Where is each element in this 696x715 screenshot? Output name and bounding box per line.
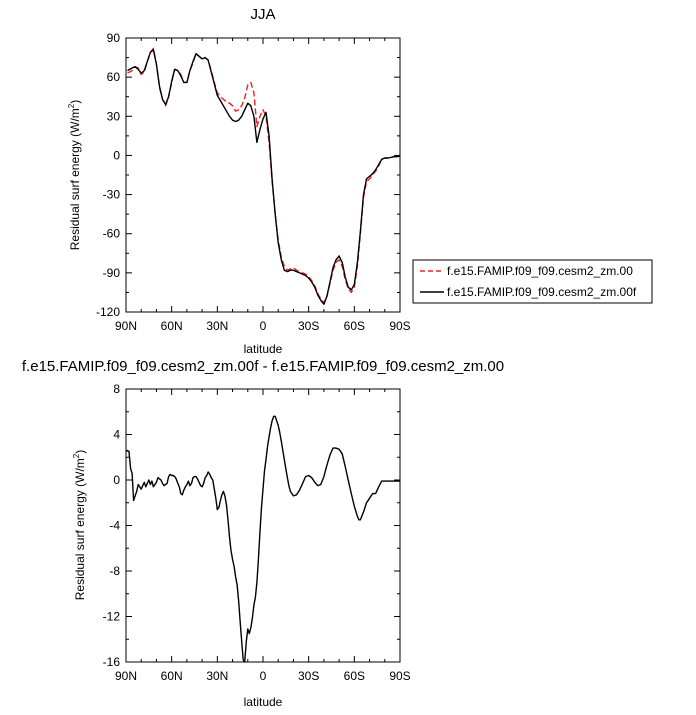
bottom-chart-series: [125, 415, 400, 663]
bottom-chart-ylabel: Residual surf energy (W/m2): [72, 450, 87, 601]
bottom-chart-ylabel-superscript: 2: [72, 453, 81, 458]
bottom-chart-xtick-label: 60N: [161, 669, 183, 683]
bottom-chart-ylabel-tail: ): [73, 450, 87, 454]
bottom-chart-xtick-label: 60S: [344, 669, 365, 683]
top-chart-xtick-label: 90S: [389, 319, 410, 333]
top-chart-title: JJA: [250, 6, 275, 23]
top-chart-xtick-label: 0: [260, 319, 267, 333]
top-chart-xlabel: latitude: [244, 342, 283, 356]
bottom-chart-series-line-1: [125, 415, 400, 663]
top-chart-ytick-label: 60: [107, 70, 121, 84]
bottom-chart-xtick-label: 90S: [389, 669, 410, 683]
top-chart-series: [127, 47, 401, 305]
top-chart-plot-frame: [125, 37, 401, 313]
legend-label-series-1: f.e15.FAMIP.f09_f09.cesm2_zm.00: [447, 264, 633, 278]
bottom-chart-ytick-label: -12: [103, 610, 121, 624]
bottom-chart-ytick-label: -8: [109, 564, 120, 578]
top-chart-ylabel-tail: ): [68, 100, 82, 104]
top-chart-xtick-label: 60S: [344, 319, 365, 333]
top-chart-series-line-1: [127, 47, 401, 304]
top-chart-ylabel-superscript: 2: [67, 103, 76, 108]
bottom-chart-ytick-label: -16: [103, 655, 121, 669]
top-chart-xtick-label: 90N: [115, 319, 137, 333]
bottom-chart-xtick-label: 90N: [115, 669, 137, 683]
top-chart: JJA 90N 60N 30N 0 30S 60S 90S -120 -90 -60 -30 0 30 6…: [67, 6, 653, 356]
bottom-chart-title: f.e15.FAMIP.f09_f09.cesm2_zm.00f - f.e15…: [22, 358, 504, 375]
top-chart-xtick-label: 60N: [161, 319, 183, 333]
top-chart-ylabel-main: Residual surf energy (W/m: [68, 108, 82, 250]
bottom-chart-xtick-label: 30N: [206, 669, 228, 683]
bottom-chart-xtick-label: 0: [260, 669, 267, 683]
bottom-chart-ytick-label: 8: [113, 382, 120, 396]
top-chart-ylabel: Residual surf energy (W/m2): [67, 100, 82, 251]
bottom-chart-ytick-label: 4: [113, 428, 120, 442]
top-chart-xtick-label: 30S: [298, 319, 319, 333]
bottom-chart-ticks: 90N 60N 30N 0 30S 60S 90S -16 -12 -8 -4 0 4 8: [103, 382, 411, 683]
top-chart-ytick-label: 30: [107, 109, 121, 123]
top-chart-series-line-2: [127, 49, 401, 305]
top-chart-legend: f.e15.FAMIP.f09_f09.cesm2_zm.00 f.e15.FA…: [412, 259, 653, 304]
legend-box: [412, 259, 653, 304]
bottom-chart-xlabel: latitude: [244, 695, 283, 709]
top-chart-ticks: 90N 60N 30N 0 30S 60S 90S -120 -90 -60 -30 0 30 60 90: [96, 31, 411, 333]
bottom-chart: f.e15.FAMIP.f09_f09.cesm2_zm.00f - f.e15…: [22, 358, 504, 709]
top-chart-ytick-label: 0: [113, 148, 120, 162]
top-chart-ytick-label: -30: [103, 188, 121, 202]
bottom-chart-plot-frame: [125, 388, 401, 663]
top-chart-ytick-label: 90: [107, 31, 121, 45]
top-chart-ytick-label: -120: [96, 305, 120, 319]
top-chart-ytick-label: -60: [103, 227, 121, 241]
bottom-chart-ylabel-main: Residual surf energy (W/m: [73, 458, 87, 600]
legend-label-series-2: f.e15.FAMIP.f09_f09.cesm2_zm.00f: [447, 285, 637, 299]
bottom-chart-ytick-label: 0: [113, 473, 120, 487]
top-chart-xtick-label: 30N: [206, 319, 228, 333]
bottom-chart-ytick-label: -4: [109, 519, 120, 533]
top-chart-ytick-label: -90: [103, 266, 121, 280]
bottom-chart-xtick-label: 30S: [298, 669, 319, 683]
